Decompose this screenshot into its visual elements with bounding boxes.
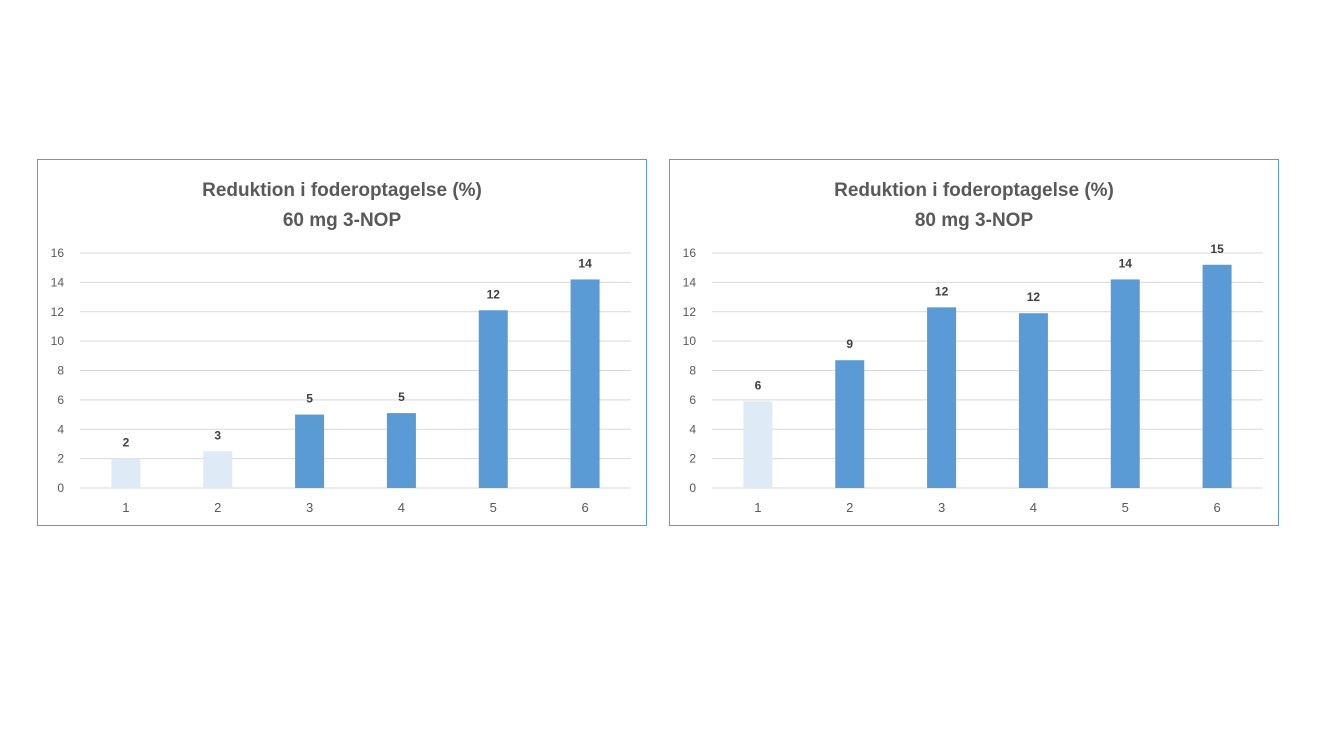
x-tick-label: 3 (306, 500, 313, 515)
data-label: 5 (306, 392, 313, 406)
data-label: 5 (398, 390, 405, 404)
y-tick-label: 8 (57, 364, 64, 378)
y-tick-label: 14 (51, 275, 65, 289)
data-label: 15 (1210, 242, 1224, 256)
y-tick-label: 4 (689, 422, 696, 436)
y-tick-label: 4 (57, 422, 64, 436)
data-label: 3 (214, 428, 221, 442)
chart-panel-60mg: Reduktion i foderoptagelse (%) 60 mg 3-N… (37, 159, 647, 526)
x-tick-label: 5 (1122, 500, 1129, 515)
data-label: 12 (487, 287, 501, 301)
data-label: 12 (1027, 290, 1041, 304)
chart-panel-80mg: Reduktion i foderoptagelse (%) 80 mg 3-N… (669, 159, 1279, 526)
bar (927, 307, 957, 488)
y-tick-label: 0 (689, 481, 696, 495)
y-tick-label: 14 (683, 275, 697, 289)
bar (111, 458, 141, 488)
x-tick-label: 6 (1213, 500, 1220, 515)
x-tick-label: 2 (846, 500, 853, 515)
y-tick-label: 6 (57, 393, 64, 407)
y-tick-label: 2 (689, 452, 696, 466)
chart-title: Reduktion i foderoptagelse (%) (202, 180, 482, 201)
data-label: 6 (755, 378, 762, 392)
data-label: 12 (935, 284, 949, 298)
y-tick-label: 12 (683, 305, 697, 319)
data-label: 14 (1119, 256, 1133, 270)
y-tick-label: 6 (689, 393, 696, 407)
data-label: 9 (846, 337, 853, 351)
chart-title: Reduktion i foderoptagelse (%) (834, 180, 1114, 201)
bar (478, 310, 508, 488)
y-tick-label: 12 (51, 305, 65, 319)
y-tick-label: 16 (51, 246, 65, 260)
x-tick-label: 1 (754, 500, 761, 515)
data-label: 14 (578, 256, 592, 270)
bar (203, 451, 233, 488)
bar (1202, 264, 1232, 488)
data-label: 2 (123, 436, 130, 450)
bar (386, 413, 416, 488)
bar-chart-60mg: 0 2 4 6 8 10 12 14 16 2 1 3 2 5 3 5 4 12 5 14 6 (51, 246, 631, 515)
bar (1110, 279, 1140, 488)
bar (570, 279, 600, 488)
chart-title-block: Reduktion i foderoptagelse (%) 60 mg 3-N… (38, 176, 646, 236)
x-tick-label: 4 (398, 500, 405, 515)
bar-chart-80mg: 0 2 4 6 8 10 12 14 16 6 1 9 2 12 3 12 4 14 5 15 6 (683, 242, 1263, 515)
bar (295, 414, 325, 488)
y-tick-label: 16 (683, 246, 697, 260)
x-tick-label: 5 (490, 500, 497, 515)
x-tick-label: 3 (938, 500, 945, 515)
y-tick-label: 0 (57, 481, 64, 495)
y-tick-label: 2 (57, 452, 64, 466)
y-tick-label: 10 (683, 334, 697, 348)
bar (743, 401, 773, 488)
chart-title-block: Reduktion i foderoptagelse (%) 80 mg 3-N… (670, 176, 1278, 236)
y-tick-label: 10 (51, 334, 65, 348)
x-tick-label: 4 (1030, 500, 1037, 515)
x-tick-label: 6 (581, 500, 588, 515)
y-tick-label: 8 (689, 364, 696, 378)
bar (835, 360, 865, 488)
chart-subtitle: 80 mg 3-NOP (914, 210, 1034, 231)
x-tick-label: 1 (122, 500, 129, 515)
x-tick-label: 2 (214, 500, 221, 515)
bar (1018, 313, 1048, 488)
chart-subtitle: 60 mg 3-NOP (282, 210, 402, 231)
